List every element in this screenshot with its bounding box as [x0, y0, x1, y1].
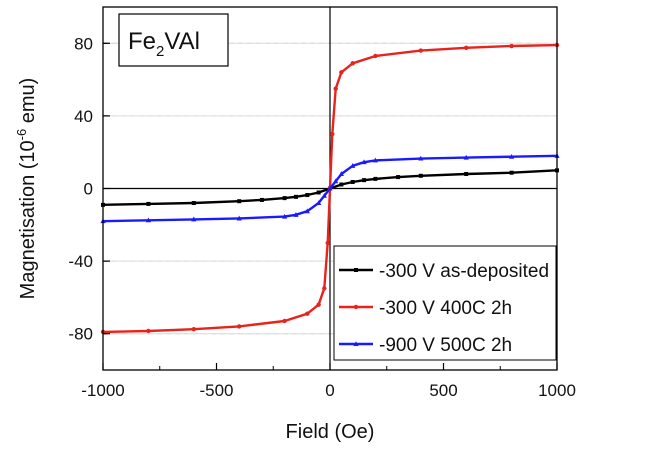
series-1-point-3 [237, 324, 242, 329]
series-0-point-10 [339, 182, 344, 187]
y-tick-label-0: -80 [68, 325, 93, 344]
series-2-point-7 [316, 200, 322, 206]
series-0-point-4 [259, 197, 264, 202]
series-0-point-1 [146, 201, 151, 206]
series-1-point-13 [350, 61, 355, 66]
inset-label-box: Fe2VAl [118, 13, 229, 67]
series-2-point-4 [282, 213, 288, 219]
series-2-point-12 [350, 163, 356, 168]
legend-marker-2 [353, 341, 359, 346]
series-0-point-17 [509, 170, 514, 175]
series-2-point-11 [338, 171, 344, 176]
x-tick-label-2: 0 [325, 381, 334, 400]
series-2-point-8 [321, 192, 327, 198]
axis-ticks: -1000 -500 0 500 1000 -80 -40 0 40 80 [68, 34, 575, 400]
y-tick-label-2: 0 [84, 180, 93, 199]
y-tick-label-4: 80 [74, 34, 93, 53]
series-0-point-8 [316, 190, 321, 195]
x-tick-label-0: -1000 [81, 381, 124, 400]
series-2-point-17 [509, 153, 515, 159]
series-1-point-14 [373, 53, 378, 59]
inset-label-sub: 2 [156, 43, 164, 60]
x-tick-label-3: 500 [429, 381, 457, 400]
series-group [100, 42, 560, 335]
series-1-point-10 [330, 131, 335, 137]
series-2-point-10 [333, 178, 339, 184]
y-tick-label-1: -40 [68, 252, 93, 271]
legend-label-1: -300 V 400C 2h [379, 298, 512, 319]
series-0-point-12 [362, 178, 367, 183]
legend-label-2: -900 V 500C 2h [379, 335, 512, 356]
series-2-point-13 [361, 159, 367, 165]
series-1-point-1 [146, 328, 151, 334]
y-axis-title: Magnetisation (10-6 emu) [14, 78, 39, 300]
series-1-point-5 [305, 311, 310, 316]
legend-item-1: -300 V 400C 2h [339, 298, 512, 319]
series-2-point-1 [145, 217, 151, 223]
legend-item-0: -300 V as-deposited [339, 261, 549, 282]
series-1-point-2 [191, 326, 196, 332]
x-tick-label-4: 1000 [538, 381, 576, 400]
series-1-point-6 [316, 302, 321, 307]
series-0-point-3 [237, 199, 242, 204]
series-1-point-8 [325, 240, 330, 246]
series-2-point-14 [372, 157, 378, 163]
x-tick-label-1: -500 [199, 381, 233, 400]
legend: -300 V as-deposited -300 V 400C 2h -900 V … [333, 245, 557, 361]
series-2-point-5 [293, 212, 299, 217]
y-axis-title-exponent: -6 [14, 129, 29, 141]
series-0-point-16 [464, 171, 469, 176]
series-1-point-7 [322, 286, 327, 291]
series-0-point-15 [418, 173, 423, 178]
legend-marker-1 [353, 304, 359, 310]
series-1-point-17 [509, 43, 514, 49]
series-0-point-2 [191, 201, 196, 206]
series-0-point-6 [293, 194, 298, 199]
y-tick-label-3: 40 [74, 107, 93, 126]
series-2-point-3 [236, 215, 242, 221]
series-1-point-11 [333, 86, 338, 91]
legend-marker-0 [354, 268, 358, 272]
inset-label-base: Fe [128, 28, 156, 55]
series-2-point-2 [191, 216, 197, 222]
series-0-point-5 [282, 196, 287, 201]
legend-label-0: -300 V as-deposited [379, 261, 549, 282]
series-2-point-6 [304, 208, 310, 214]
series-1-point-16 [464, 45, 469, 51]
series-1-point-12 [339, 70, 344, 75]
legend-items: -300 V as-deposited -300 V 400C 2h -900 V … [339, 261, 549, 356]
series-1-point-15 [418, 48, 423, 53]
x-axis-title: Field (Oe) [286, 421, 375, 443]
series-1-point-4 [282, 318, 287, 324]
series-0-point-11 [350, 179, 355, 184]
y-axis-title-tail: emu) [17, 78, 39, 129]
series-2-point-16 [463, 154, 469, 160]
series-0-point-14 [396, 175, 401, 180]
svg-text:Fe2VAl: Fe2VAl [128, 28, 200, 60]
y-axis-title-main: Magnetisation (10 [17, 140, 39, 299]
series-0-point-13 [373, 176, 378, 181]
series-0-point-7 [305, 193, 310, 198]
series-2-point-9 [327, 185, 333, 191]
legend-item-2: -900 V 500C 2h [339, 335, 512, 356]
inset-label-tail: VAl [164, 28, 200, 55]
series-2-point-15 [418, 155, 424, 161]
